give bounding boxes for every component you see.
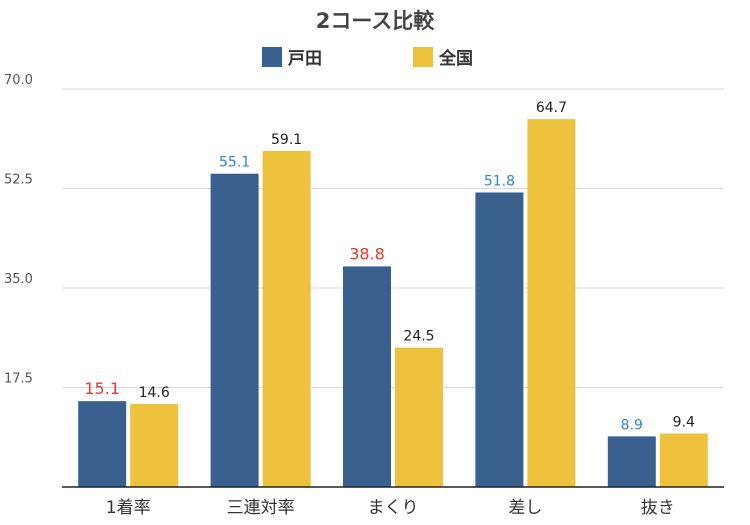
bar [343,266,391,487]
y-tick-label: 17.5 [4,372,33,387]
legend: 戸田 全国 [262,47,473,69]
data-label: 24.5 [403,329,434,345]
data-label: 64.7 [536,100,567,116]
bar [262,150,311,487]
x-tick-label: 1着率 [106,498,151,518]
bar [607,436,656,487]
data-label: 15.1 [84,379,120,398]
x-tick-label: 差し [508,498,542,518]
bars [78,119,708,488]
y-tick-label: 35.0 [4,272,33,287]
legend-swatch [262,47,282,67]
bar [210,173,259,487]
data-label: 9.4 [673,415,695,431]
x-tick-label: まくり [368,498,419,518]
bar [527,119,576,488]
bar [130,403,179,487]
bar [395,347,443,487]
grid-lines [62,88,724,388]
y-tick-label: 52.5 [4,173,33,188]
bar [475,192,524,488]
legend-swatch [413,47,433,67]
data-label: 55.1 [219,155,250,171]
bar [659,433,708,487]
bar [78,401,127,487]
data-label: 8.9 [621,417,643,433]
x-tick-label: 抜き [641,498,675,518]
data-label: 14.6 [139,385,170,401]
legend-label: 戸田 [288,49,322,69]
data-label: 38.8 [349,244,385,263]
legend-label: 全国 [438,48,473,69]
chart-title: 2コース比較 [316,9,436,33]
data-label: 51.8 [484,173,515,189]
x-tick-label: 三連対率 [227,498,295,518]
data-label: 59.1 [271,132,302,148]
y-axis: 17.5 35.0 52.5 70.0 [4,73,33,387]
y-tick-label: 70.0 [4,73,33,88]
x-axis: 1着率 三連対率 まくり 差し 抜き [62,486,724,518]
data-labels: 15.1 14.6 55.1 59.1 38.8 24.5 51.8 64.7 8.9 9.4 [84,100,695,433]
